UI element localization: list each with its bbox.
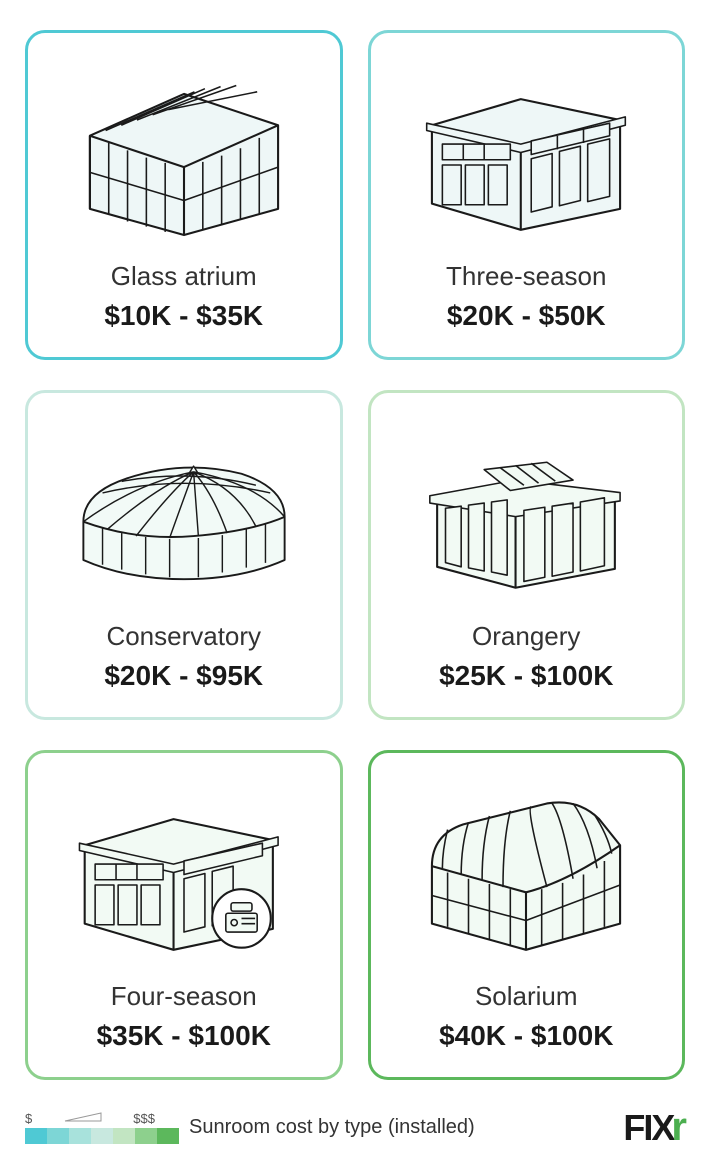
card-orangery: Orangery $25K - $100K [368, 390, 686, 720]
color-swatches [25, 1128, 179, 1144]
card-solarium: Solarium $40K - $100K [368, 750, 686, 1080]
three-season-icon [386, 53, 668, 261]
fixr-logo: FIXr [623, 1105, 685, 1150]
cards-grid: Glass atrium $10K - $35K Three-season $2… [25, 30, 685, 1080]
card-price: $10K - $35K [104, 300, 263, 332]
solarium-icon [386, 773, 668, 981]
card-four-season: Four-season $35K - $100K [25, 750, 343, 1080]
four-season-icon [43, 773, 325, 981]
card-price: $25K - $100K [439, 660, 613, 692]
legend-high: $$$ [133, 1111, 155, 1126]
card-price: $40K - $100K [439, 1020, 613, 1052]
card-price: $20K - $50K [447, 300, 606, 332]
orangery-icon [386, 413, 668, 621]
card-glass-atrium: Glass atrium $10K - $35K [25, 30, 343, 360]
card-label: Three-season [446, 261, 606, 292]
card-label: Conservatory [106, 621, 261, 652]
card-price: $35K - $100K [97, 1020, 271, 1052]
card-three-season: Three-season $20K - $50K [368, 30, 686, 360]
card-conservatory: Conservatory $20K - $95K [25, 390, 343, 720]
card-label: Four-season [111, 981, 257, 1012]
legend-caption: Sunroom cost by type (installed) [189, 1116, 475, 1139]
scale-triangle-icon [63, 1111, 103, 1123]
footer: $ $$$ Sunroom cost by type (installed) F… [25, 1105, 685, 1150]
legend: $ $$$ Sunroom cost by type (installed) [25, 1111, 475, 1144]
card-label: Orangery [472, 621, 580, 652]
card-label: Solarium [475, 981, 578, 1012]
glass-atrium-icon [43, 53, 325, 261]
card-price: $20K - $95K [104, 660, 263, 692]
conservatory-icon [43, 413, 325, 621]
card-label: Glass atrium [111, 261, 257, 292]
legend-low: $ [25, 1111, 32, 1126]
